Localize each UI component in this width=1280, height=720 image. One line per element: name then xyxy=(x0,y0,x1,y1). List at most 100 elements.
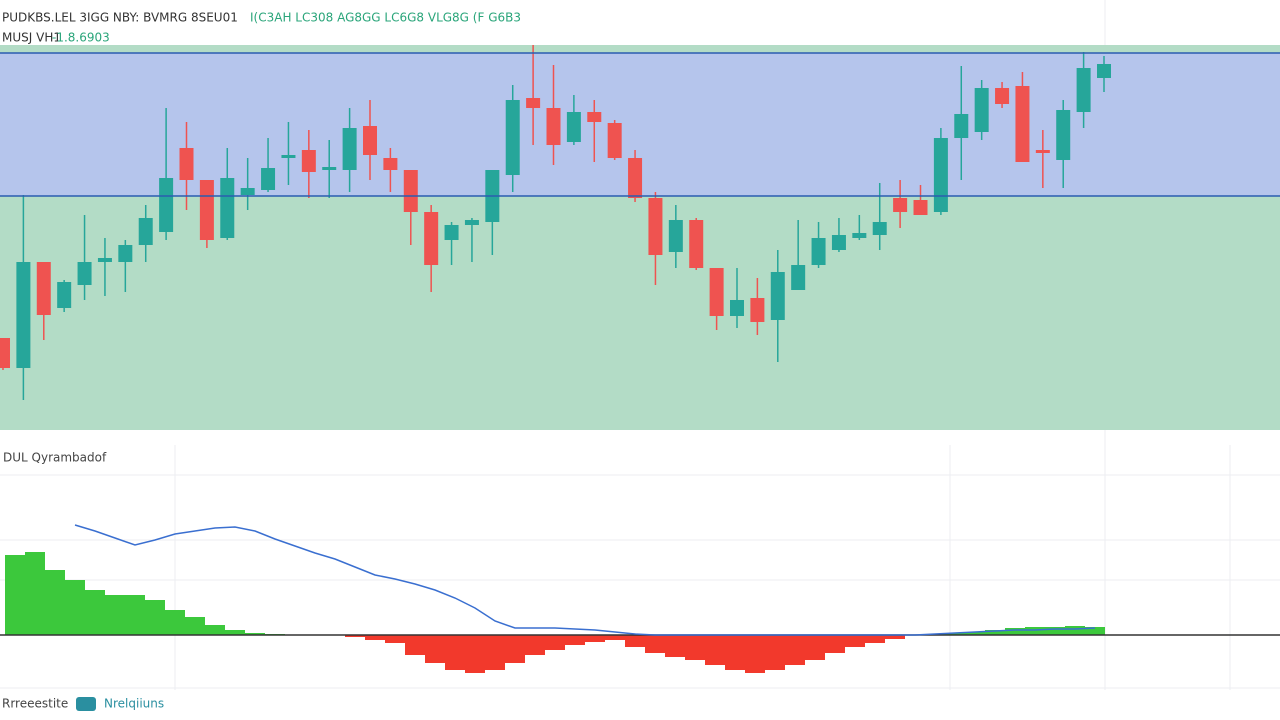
histogram-bar xyxy=(985,630,1005,635)
histogram-bar xyxy=(105,595,125,635)
histogram-bar xyxy=(165,610,185,635)
header-text: MUSJ VH1 xyxy=(2,31,61,45)
candle-body xyxy=(831,235,846,250)
histogram-bar xyxy=(865,635,885,643)
price-panel xyxy=(0,45,1280,430)
candle-body xyxy=(954,114,969,138)
histogram-bar xyxy=(545,635,565,650)
candle-body xyxy=(1035,150,1050,153)
histogram-bar xyxy=(965,632,985,635)
histogram-bar xyxy=(885,635,905,639)
header-value: -1.8.6903 xyxy=(52,31,110,45)
histogram-bar xyxy=(365,635,385,640)
candle-body xyxy=(1056,110,1071,160)
histogram-bar xyxy=(145,600,165,635)
histogram-bar xyxy=(945,633,965,635)
candle-body xyxy=(464,220,479,225)
candle-body xyxy=(566,112,581,142)
panel-title: DUL Qyrambadof xyxy=(3,451,107,465)
histogram-bar xyxy=(45,570,65,635)
histogram-bar xyxy=(685,635,705,660)
candle-body xyxy=(648,198,663,255)
candle-body xyxy=(1097,64,1111,78)
candle-body xyxy=(791,265,806,290)
histogram-bar xyxy=(825,635,845,653)
histogram-bar xyxy=(205,625,225,635)
histogram-bar xyxy=(605,635,625,640)
histogram-bar xyxy=(1065,626,1085,635)
candle-body xyxy=(261,168,276,190)
candle-body xyxy=(77,262,92,285)
candle-body xyxy=(57,282,72,308)
candle-body xyxy=(220,178,235,238)
icon xyxy=(76,697,96,711)
histogram-bar xyxy=(1085,627,1105,635)
candle-body xyxy=(587,112,602,122)
candle-body xyxy=(199,180,214,240)
candle-body xyxy=(301,150,316,172)
histogram-bar xyxy=(25,552,45,635)
histogram-bar xyxy=(5,555,25,635)
candle-body xyxy=(1015,86,1030,162)
histogram-bar xyxy=(345,635,365,637)
candle-body xyxy=(424,212,439,265)
candle-body xyxy=(811,238,826,265)
histogram-bar xyxy=(245,633,265,635)
candle-body xyxy=(138,218,153,245)
candle-body xyxy=(995,88,1010,104)
histogram-bar xyxy=(405,635,425,655)
histogram-bar xyxy=(805,635,825,660)
oscillator-panel xyxy=(0,524,1280,673)
histogram-bar xyxy=(745,635,765,673)
candle-body xyxy=(933,138,948,212)
histogram-bar xyxy=(665,635,685,657)
candle-body xyxy=(689,220,704,268)
candle-body xyxy=(730,300,744,316)
histogram-bar xyxy=(125,595,145,635)
histogram-bar xyxy=(85,590,105,635)
candle-body xyxy=(913,200,928,215)
candle-body xyxy=(852,233,867,238)
candle-body xyxy=(363,126,377,155)
candle-body xyxy=(383,158,398,170)
histogram-bar xyxy=(785,635,805,665)
candle-body xyxy=(322,167,337,170)
line xyxy=(74,524,1096,636)
candle-body xyxy=(893,198,908,212)
candle-body xyxy=(750,298,765,322)
histogram-bar xyxy=(185,617,205,635)
candle-body xyxy=(403,170,418,212)
histogram-bar xyxy=(525,635,545,655)
candle-body xyxy=(668,220,683,252)
candle-body xyxy=(159,178,174,232)
histogram-bar xyxy=(705,635,725,665)
candle-body xyxy=(546,108,561,145)
histogram-bar xyxy=(425,635,445,663)
candle-body xyxy=(97,258,112,262)
histogram-bar xyxy=(445,635,465,670)
candle-body xyxy=(607,123,622,158)
footer-text[interactable]: Nrelqiiuns xyxy=(104,697,164,711)
histogram-bar xyxy=(845,635,865,647)
candle-body xyxy=(240,188,255,195)
candle-body xyxy=(709,268,724,316)
histogram-bar xyxy=(505,635,525,663)
histogram-bar xyxy=(1005,628,1025,635)
histogram-bar xyxy=(485,635,505,670)
histogram-bar xyxy=(585,635,605,642)
candle-body xyxy=(36,262,51,315)
candle-body xyxy=(342,128,357,170)
histogram-bar xyxy=(645,635,665,653)
candle-body xyxy=(118,245,133,262)
histogram-bar xyxy=(385,635,405,643)
candle-body xyxy=(872,222,887,235)
candle-body xyxy=(770,272,785,320)
footer-text[interactable]: Rrreeestite xyxy=(2,697,68,711)
histogram-bar xyxy=(565,635,585,645)
candle-body xyxy=(628,158,643,198)
histogram-bar xyxy=(765,635,785,670)
candle-body xyxy=(0,338,10,368)
header-values: I(C3AH LC308 AG8GG LC6G8 VLG8G (F G6B3 xyxy=(250,11,521,25)
